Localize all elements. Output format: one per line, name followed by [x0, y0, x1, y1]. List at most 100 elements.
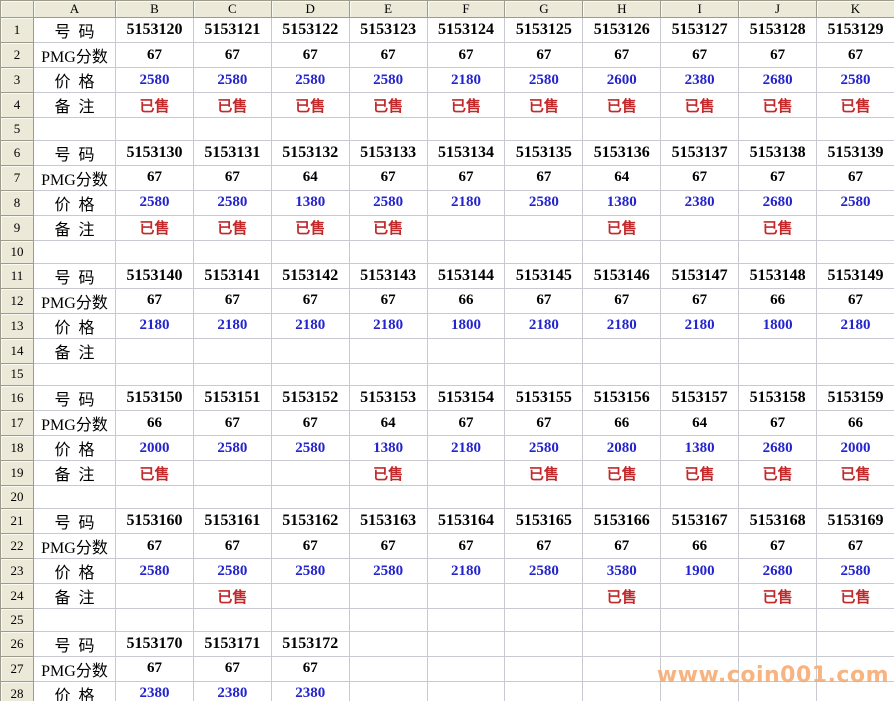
column-header[interactable]: C — [192, 0, 272, 18]
row-header[interactable]: 14 — [0, 337, 34, 364]
row-label-cell[interactable] — [33, 362, 116, 387]
cell[interactable]: 5153157 — [660, 385, 740, 412]
cell[interactable] — [582, 655, 662, 682]
cell[interactable] — [192, 362, 272, 387]
cell[interactable]: 已售 — [426, 92, 506, 118]
cell[interactable] — [270, 117, 350, 141]
cell[interactable]: 2580 — [115, 558, 194, 585]
column-header[interactable]: F — [426, 0, 506, 18]
row-header[interactable]: 1 — [0, 17, 34, 43]
cell[interactable] — [426, 583, 506, 610]
cell[interactable] — [192, 608, 272, 632]
column-header[interactable]: K — [816, 0, 894, 18]
column-header[interactable]: J — [738, 0, 818, 18]
cell[interactable]: 1800 — [738, 312, 818, 339]
cell[interactable]: 67 — [504, 287, 584, 314]
row-header[interactable]: 12 — [0, 287, 34, 314]
cell[interactable] — [660, 485, 740, 510]
cell[interactable]: 2180 — [426, 435, 506, 462]
cell[interactable]: 2580 — [115, 189, 194, 216]
cell[interactable]: 5153140 — [115, 262, 194, 289]
row-label-cell[interactable]: 价 格 — [33, 558, 116, 585]
cell[interactable]: 2580 — [504, 558, 584, 585]
cell[interactable]: 2180 — [115, 312, 194, 339]
cell[interactable]: 2580 — [270, 435, 350, 462]
row-header[interactable]: 9 — [0, 214, 34, 241]
row-label-cell[interactable]: 价 格 — [33, 435, 116, 462]
cell[interactable] — [660, 214, 740, 241]
cell[interactable] — [348, 117, 428, 141]
cell[interactable]: 67 — [738, 533, 818, 560]
cell[interactable]: 2580 — [192, 67, 272, 93]
cell[interactable]: 5153128 — [738, 17, 818, 43]
cell[interactable] — [504, 680, 584, 701]
cell[interactable]: 67 — [504, 164, 584, 191]
cell[interactable]: 2380 — [115, 680, 194, 701]
cell[interactable]: 67 — [192, 533, 272, 560]
cell[interactable] — [660, 117, 740, 141]
cell[interactable]: 66 — [426, 287, 506, 314]
cell[interactable]: 2680 — [738, 558, 818, 585]
cell[interactable]: 2180 — [270, 312, 350, 339]
cell[interactable]: 66 — [115, 410, 194, 437]
cell[interactable] — [738, 362, 818, 387]
row-label-cell[interactable] — [33, 239, 116, 264]
cell[interactable]: 已售 — [816, 460, 894, 487]
cell[interactable]: 2580 — [348, 558, 428, 585]
row-label-cell[interactable]: 价 格 — [33, 189, 116, 216]
cell[interactable]: 2380 — [270, 680, 350, 701]
row-label-cell[interactable]: PMG分数 — [33, 42, 116, 68]
row-header[interactable]: 16 — [0, 385, 34, 412]
row-label-cell[interactable]: 价 格 — [33, 67, 116, 93]
cell[interactable]: 5153155 — [504, 385, 584, 412]
cell[interactable] — [660, 630, 740, 657]
cell[interactable]: 2580 — [270, 67, 350, 93]
cell[interactable]: 已售 — [738, 92, 818, 118]
cell[interactable] — [348, 655, 428, 682]
cell[interactable] — [270, 485, 350, 510]
cell[interactable] — [738, 630, 818, 657]
row-label-cell[interactable]: 备 注 — [33, 337, 116, 364]
cell[interactable]: 1800 — [426, 312, 506, 339]
cell[interactable]: 67 — [115, 164, 194, 191]
cell[interactable]: 67 — [115, 655, 194, 682]
row-header[interactable]: 17 — [0, 410, 34, 437]
cell[interactable]: 64 — [270, 164, 350, 191]
cell[interactable]: 67 — [115, 533, 194, 560]
cell[interactable]: 已售 — [816, 92, 894, 118]
cell[interactable]: 1380 — [582, 189, 662, 216]
cell[interactable] — [426, 608, 506, 632]
row-header[interactable]: 24 — [0, 583, 34, 610]
cell[interactable]: 5153158 — [738, 385, 818, 412]
cell[interactable]: 67 — [270, 42, 350, 68]
cell[interactable]: 2580 — [115, 67, 194, 93]
cell[interactable]: 67 — [660, 164, 740, 191]
cell[interactable]: 1380 — [660, 435, 740, 462]
cell[interactable]: 2180 — [426, 189, 506, 216]
row-header[interactable]: 26 — [0, 630, 34, 657]
column-header[interactable]: E — [348, 0, 428, 18]
cell[interactable]: 5153171 — [192, 630, 272, 657]
cell[interactable]: 5153153 — [348, 385, 428, 412]
cell[interactable]: 5153131 — [192, 139, 272, 166]
cell[interactable] — [270, 460, 350, 487]
cell[interactable]: 2580 — [504, 67, 584, 93]
cell[interactable] — [270, 362, 350, 387]
cell[interactable]: 5153165 — [504, 508, 584, 535]
cell[interactable]: 已售 — [348, 460, 428, 487]
cell[interactable]: 2000 — [816, 435, 894, 462]
row-label-cell[interactable]: PMG分数 — [33, 655, 116, 682]
row-label-cell[interactable] — [33, 485, 116, 510]
cell[interactable]: 已售 — [504, 92, 584, 118]
row-label-cell[interactable]: 备 注 — [33, 583, 116, 610]
cell[interactable] — [504, 362, 584, 387]
row-header[interactable]: 23 — [0, 558, 34, 585]
cell[interactable]: 66 — [816, 410, 894, 437]
cell[interactable] — [504, 655, 584, 682]
cell[interactable] — [816, 337, 894, 364]
cell[interactable]: 67 — [115, 287, 194, 314]
row-header[interactable]: 22 — [0, 533, 34, 560]
cell[interactable]: 5153132 — [270, 139, 350, 166]
cell[interactable] — [816, 608, 894, 632]
cell[interactable]: 2580 — [192, 558, 272, 585]
